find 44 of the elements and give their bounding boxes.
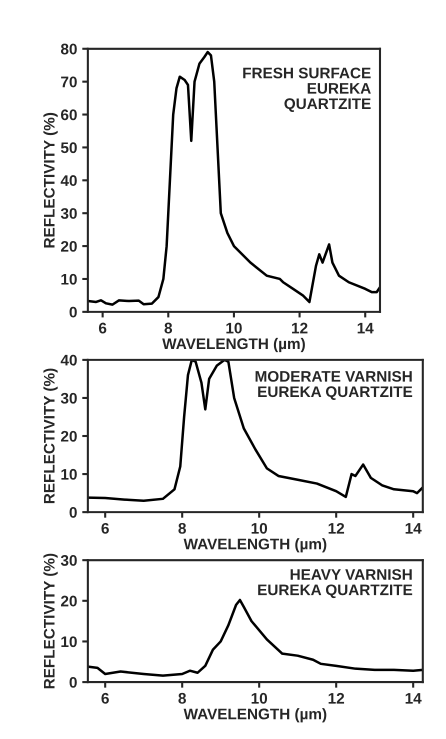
- x-tick-label: 6: [101, 692, 109, 704]
- y-tick-label: 70: [61, 76, 77, 88]
- annotation: HEAVY VARNISH EUREKA QUARTZITE: [258, 569, 412, 598]
- x-tick-label: 12: [328, 692, 344, 704]
- y-tick-label: 0: [70, 676, 77, 688]
- y-tick-label: 0: [70, 306, 77, 318]
- line-series: [88, 598, 423, 677]
- y-tick-label: 30: [60, 208, 77, 219]
- x-tick-label: 8: [178, 692, 186, 704]
- y-tick-label: 50: [60, 142, 77, 154]
- annotation: FRESH SURFACE EUREKA QUARTZITE: [243, 68, 371, 112]
- y-tick-label: 30: [60, 555, 77, 566]
- x-tick-label: 14: [406, 523, 422, 534]
- x-tick-label: 6: [98, 322, 106, 334]
- x-tick-label: 10: [252, 692, 268, 704]
- y-tick-label: 40: [60, 354, 77, 366]
- x-tick-label: 12: [328, 522, 344, 534]
- x-tick-label: 8: [164, 322, 172, 334]
- x-tick-label: 10: [252, 522, 268, 534]
- line-series: [88, 50, 380, 306]
- y-tick-label: 40: [60, 175, 77, 186]
- x-tick-label: 6: [101, 522, 109, 534]
- x-tick-label: 10: [226, 322, 242, 334]
- y-tick-label: 80: [60, 44, 77, 54]
- y-tick-label: 20: [60, 240, 77, 252]
- y-tick-label: 30: [60, 392, 77, 404]
- y-tick-label: 10: [61, 636, 77, 648]
- x-tick-label: 8: [178, 522, 186, 534]
- y-axis-title: REFLECTIVITY (%): [43, 112, 58, 248]
- y-axis-title: REFLECTIVITY (%): [43, 554, 58, 688]
- x-axis-title: WAVELENGTH (µm): [184, 538, 326, 552]
- y-tick-label: 20: [60, 596, 77, 606]
- y-tick-label: 10: [61, 274, 77, 285]
- y-tick-label: 60: [61, 109, 77, 120]
- x-axis-title: WAVELENGTH (µm): [184, 708, 326, 722]
- y-tick-label: 10: [61, 468, 77, 480]
- annotation: MODERATE VARNISH EUREKA QUARTZITE: [256, 370, 412, 400]
- x-tick-label: 12: [292, 322, 308, 334]
- x-tick-label: 14: [406, 693, 422, 704]
- x-tick-label: 14: [358, 322, 374, 334]
- y-tick-label: 0: [70, 506, 77, 518]
- y-axis-title: REFLECTIVITY (%): [43, 368, 58, 504]
- x-axis-title: WAVELENGTH (µm): [162, 338, 305, 352]
- y-tick-label: 20: [60, 430, 77, 442]
